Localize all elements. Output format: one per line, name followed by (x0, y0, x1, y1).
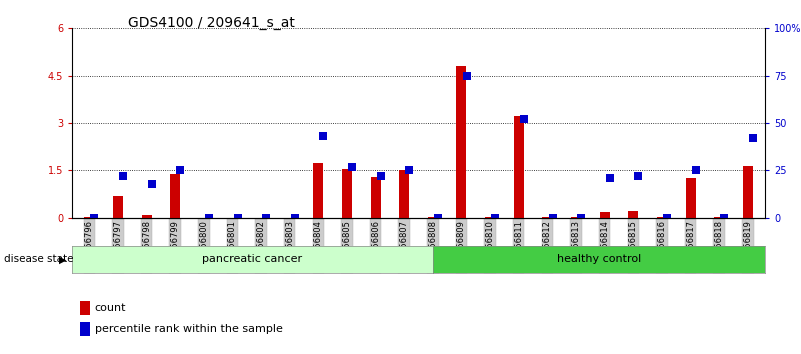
Point (88, 215, 101, 221)
Bar (743, 166, 753, 218)
Point (546, 215, 559, 221)
Bar (600, 212, 610, 218)
Point (603, 175, 616, 181)
Bar (84, 217, 95, 218)
Bar (457, 65, 466, 218)
Bar (657, 217, 667, 218)
Point (145, 181, 158, 187)
Bar (686, 178, 695, 218)
Bar (113, 196, 123, 218)
Text: healthy control: healthy control (557, 254, 641, 264)
Point (346, 164, 359, 170)
Point (632, 173, 645, 179)
Bar (571, 217, 581, 218)
Point (203, 215, 215, 221)
Point (231, 215, 244, 221)
Text: count: count (95, 303, 126, 313)
Point (288, 215, 301, 221)
Point (747, 135, 759, 141)
Point (718, 215, 731, 221)
Point (117, 173, 130, 179)
Bar (399, 170, 409, 218)
Bar (542, 217, 553, 218)
Point (174, 167, 187, 173)
Bar (142, 215, 151, 218)
Point (374, 173, 387, 179)
Bar (371, 177, 380, 218)
Bar (513, 116, 524, 218)
Point (317, 133, 330, 139)
Bar (170, 174, 180, 218)
Point (260, 215, 272, 221)
Text: pancreatic cancer: pancreatic cancer (203, 254, 303, 264)
Bar (428, 217, 438, 218)
Point (432, 215, 445, 221)
Text: disease state: disease state (4, 254, 74, 264)
Point (661, 215, 674, 221)
Bar (313, 164, 324, 218)
Bar (714, 217, 724, 218)
Point (489, 215, 501, 221)
Bar (342, 169, 352, 218)
Point (517, 116, 530, 122)
Point (575, 215, 588, 221)
Text: ▶: ▶ (59, 254, 66, 264)
Text: percentile rank within the sample: percentile rank within the sample (95, 324, 283, 334)
Bar (628, 211, 638, 218)
Bar (485, 217, 495, 218)
Point (403, 167, 416, 173)
Point (461, 73, 473, 79)
Point (689, 167, 702, 173)
Text: GDS4100 / 209641_s_at: GDS4100 / 209641_s_at (128, 16, 295, 30)
